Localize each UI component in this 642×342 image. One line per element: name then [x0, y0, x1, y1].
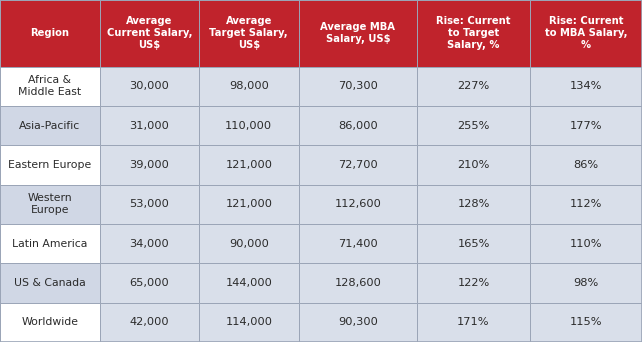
- Bar: [199, 224, 299, 263]
- Text: Rise: Current
to Target
Salary, %: Rise: Current to Target Salary, %: [436, 16, 511, 50]
- Text: 71,400: 71,400: [338, 239, 377, 249]
- Text: 42,000: 42,000: [130, 317, 169, 327]
- Text: 39,000: 39,000: [129, 160, 169, 170]
- Text: 128,600: 128,600: [334, 278, 381, 288]
- Bar: [100, 224, 199, 263]
- Text: 210%: 210%: [457, 160, 490, 170]
- Text: 134%: 134%: [569, 81, 602, 91]
- Bar: [530, 224, 642, 263]
- Bar: [299, 185, 417, 224]
- Text: 86,000: 86,000: [338, 121, 377, 131]
- Text: 90,300: 90,300: [338, 317, 378, 327]
- Text: 30,000: 30,000: [129, 81, 169, 91]
- Text: 90,000: 90,000: [229, 239, 269, 249]
- Text: 165%: 165%: [457, 239, 490, 249]
- Text: Eastern Europe: Eastern Europe: [8, 160, 91, 170]
- Text: 31,000: 31,000: [129, 121, 169, 131]
- Bar: [199, 185, 299, 224]
- Bar: [417, 67, 530, 106]
- Bar: [530, 303, 642, 342]
- Text: 121,000: 121,000: [225, 199, 272, 209]
- Bar: [530, 263, 642, 303]
- Text: 34,000: 34,000: [130, 239, 169, 249]
- Bar: [100, 303, 199, 342]
- Bar: [299, 106, 417, 145]
- Bar: [0, 224, 100, 263]
- Bar: [0, 145, 100, 185]
- Bar: [199, 263, 299, 303]
- Bar: [417, 0, 530, 67]
- Text: 112%: 112%: [569, 199, 602, 209]
- Text: Average
Target Salary,
US$: Average Target Salary, US$: [209, 16, 288, 50]
- Text: 171%: 171%: [457, 317, 490, 327]
- Bar: [299, 0, 417, 67]
- Text: Latin America: Latin America: [12, 239, 87, 249]
- Bar: [530, 0, 642, 67]
- Text: Rise: Current
to MBA Salary,
%: Rise: Current to MBA Salary, %: [544, 16, 627, 50]
- Text: 121,000: 121,000: [225, 160, 272, 170]
- Bar: [417, 185, 530, 224]
- Text: 65,000: 65,000: [130, 278, 169, 288]
- Bar: [530, 145, 642, 185]
- Bar: [0, 303, 100, 342]
- Bar: [100, 263, 199, 303]
- Text: Africa &
Middle East: Africa & Middle East: [18, 75, 82, 97]
- Bar: [417, 263, 530, 303]
- Bar: [299, 67, 417, 106]
- Text: 115%: 115%: [569, 317, 602, 327]
- Text: 255%: 255%: [457, 121, 490, 131]
- Bar: [417, 303, 530, 342]
- Bar: [417, 224, 530, 263]
- Bar: [100, 145, 199, 185]
- Text: Region: Region: [30, 28, 69, 38]
- Bar: [0, 185, 100, 224]
- Bar: [100, 106, 199, 145]
- Bar: [530, 106, 642, 145]
- Bar: [199, 106, 299, 145]
- Bar: [199, 303, 299, 342]
- Text: 110,000: 110,000: [225, 121, 272, 131]
- Bar: [417, 106, 530, 145]
- Bar: [0, 263, 100, 303]
- Text: Average
Current Salary,
US$: Average Current Salary, US$: [107, 16, 192, 50]
- Bar: [299, 263, 417, 303]
- Bar: [100, 185, 199, 224]
- Bar: [100, 0, 199, 67]
- Bar: [199, 0, 299, 67]
- Text: Asia-Pacific: Asia-Pacific: [19, 121, 80, 131]
- Text: 110%: 110%: [569, 239, 602, 249]
- Text: 112,600: 112,600: [334, 199, 381, 209]
- Bar: [299, 224, 417, 263]
- Bar: [100, 67, 199, 106]
- Text: 70,300: 70,300: [338, 81, 378, 91]
- Bar: [199, 67, 299, 106]
- Text: 114,000: 114,000: [225, 317, 272, 327]
- Bar: [530, 67, 642, 106]
- Bar: [417, 145, 530, 185]
- Text: 177%: 177%: [569, 121, 602, 131]
- Text: US & Canada: US & Canada: [14, 278, 85, 288]
- Bar: [0, 106, 100, 145]
- Bar: [199, 145, 299, 185]
- Bar: [0, 0, 100, 67]
- Text: 98,000: 98,000: [229, 81, 269, 91]
- Bar: [530, 185, 642, 224]
- Text: Western
Europe: Western Europe: [28, 193, 72, 215]
- Text: Average MBA
Salary, US$: Average MBA Salary, US$: [320, 22, 395, 44]
- Text: 122%: 122%: [457, 278, 490, 288]
- Bar: [299, 145, 417, 185]
- Text: Worldwide: Worldwide: [21, 317, 78, 327]
- Text: 227%: 227%: [457, 81, 490, 91]
- Bar: [0, 67, 100, 106]
- Text: 98%: 98%: [573, 278, 598, 288]
- Bar: [299, 303, 417, 342]
- Text: 144,000: 144,000: [225, 278, 272, 288]
- Text: 72,700: 72,700: [338, 160, 377, 170]
- Text: 53,000: 53,000: [129, 199, 169, 209]
- Text: 128%: 128%: [457, 199, 490, 209]
- Text: 86%: 86%: [573, 160, 598, 170]
